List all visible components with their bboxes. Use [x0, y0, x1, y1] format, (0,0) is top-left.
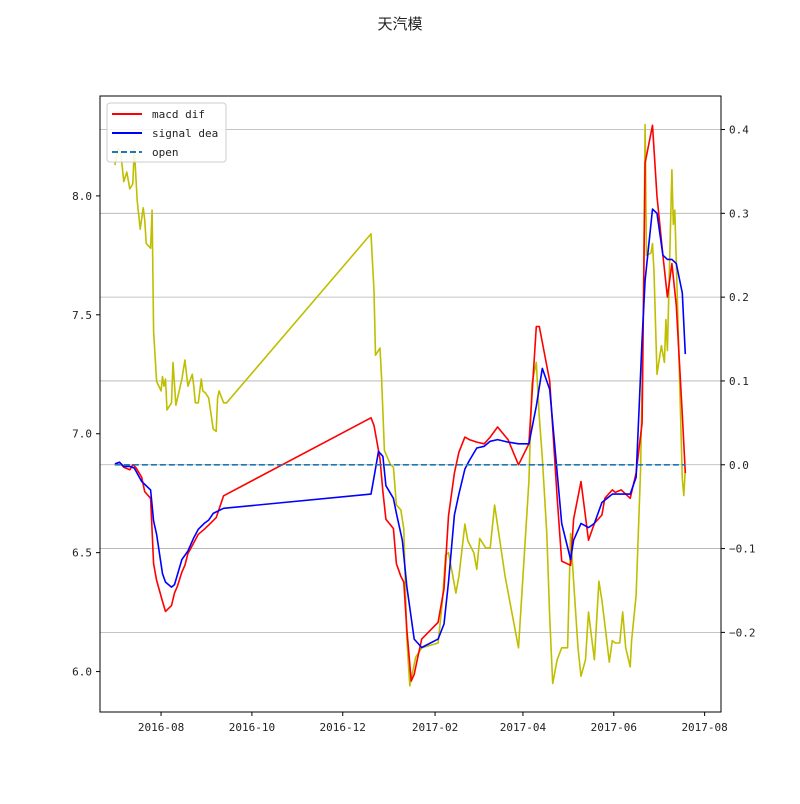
- x-tick-label: 2017-02: [412, 721, 458, 734]
- signal-dea-line: [114, 208, 687, 649]
- plot-area-frame: [99, 95, 722, 713]
- legend-label-macd-dif: macd dif: [152, 108, 205, 121]
- axes: −0.2 −0.1 0.0 0.1 0.2 0.3 0.4 6.0 6.5 7.0 7.5 8.0 20…: [72, 124, 755, 734]
- x-tick-label: 2016-10: [229, 721, 275, 734]
- plot-series: [114, 123, 687, 687]
- legend-frame: [106, 102, 227, 163]
- y-right-tick-label: 0.0: [729, 459, 749, 472]
- x-tick-label: 2017-06: [591, 721, 637, 734]
- x-tick-label: 2017-04: [500, 721, 547, 734]
- y-left-tick-label: 7.5: [72, 309, 92, 322]
- y-left-tick-label: 7.0: [72, 428, 92, 441]
- macd-dif-line: [114, 124, 687, 682]
- x-tick-label: 2016-12: [320, 721, 366, 734]
- y-right-tick-label: −0.2: [729, 626, 756, 639]
- x-tick-label: 2017-08: [681, 721, 727, 734]
- legend-label-open: open: [152, 146, 179, 159]
- y-left-tick-label: 6.5: [72, 547, 92, 560]
- legend-label-signal-dea: signal dea: [152, 127, 218, 140]
- legend: macd dif signal dea open: [106, 102, 227, 163]
- y-right-tick-label: 0.3: [729, 207, 749, 220]
- x-tick-label: 2016-08: [138, 721, 184, 734]
- y-right-tick-label: 0.2: [729, 291, 749, 304]
- grid-lines: [100, 129, 721, 633]
- y-left-tick-label: 6.0: [72, 666, 92, 679]
- y-right-tick-label: 0.1: [729, 375, 749, 388]
- y-right-tick-label: −0.1: [729, 543, 756, 556]
- chart-title: 天汽模: [377, 15, 422, 33]
- y-left-tick-label: 8.0: [72, 190, 92, 203]
- y-right-tick-label: 0.4: [729, 124, 749, 137]
